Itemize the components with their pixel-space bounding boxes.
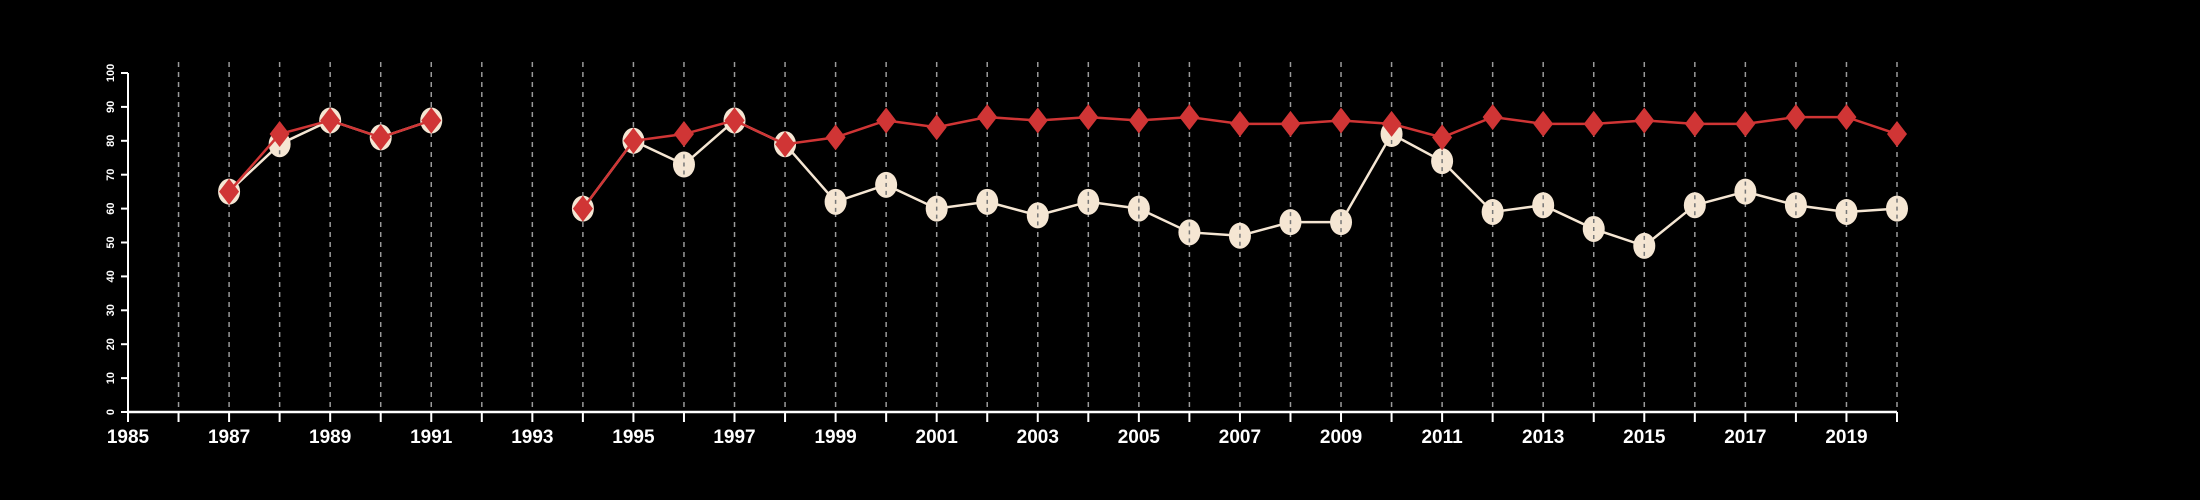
data-point-diamond — [572, 195, 593, 222]
data-point-diamond — [1684, 110, 1705, 137]
data-point-diamond — [1280, 110, 1301, 137]
y-tick-label: 100 — [105, 64, 117, 82]
data-point-diamond — [1128, 107, 1149, 134]
y-tick-label: 40 — [105, 270, 117, 282]
data-point-diamond — [269, 121, 290, 148]
data-point-diamond — [1381, 110, 1402, 137]
data-point-diamond — [977, 104, 998, 131]
x-tick-label: 1985 — [107, 427, 150, 448]
y-tick-label: 10 — [105, 372, 117, 384]
x-tick-label: 1991 — [410, 427, 453, 448]
y-tick-label: 70 — [105, 169, 117, 181]
data-point-diamond — [1078, 104, 1099, 131]
data-point-diamond — [1179, 104, 1200, 131]
x-tick-label: 2009 — [1320, 427, 1362, 448]
x-tick-label: 2011 — [1421, 427, 1463, 448]
x-tick-label: 2005 — [1118, 427, 1161, 448]
x-tick-label: 2013 — [1522, 427, 1564, 448]
data-point-diamond — [320, 107, 341, 134]
data-point-diamond — [1634, 107, 1655, 134]
data-point-diamond — [623, 127, 644, 154]
data-point-diamond — [1229, 110, 1250, 137]
x-tick-label: 1995 — [612, 427, 655, 448]
data-point-diamond — [1583, 110, 1604, 137]
data-point-diamond — [1836, 104, 1857, 131]
x-tick-label: 2001 — [916, 427, 959, 448]
data-point-diamond — [926, 114, 947, 141]
data-point-diamond — [1331, 107, 1352, 134]
x-tick-label: 1993 — [511, 427, 553, 448]
x-tick-label: 1987 — [208, 427, 250, 448]
data-point-diamond — [421, 107, 442, 134]
data-point-diamond — [1482, 104, 1503, 131]
y-tick-label: 20 — [105, 338, 117, 350]
y-tick-label: 0 — [105, 409, 117, 415]
data-point-diamond — [219, 178, 240, 205]
data-point-diamond — [1887, 121, 1907, 148]
data-point-diamond — [1533, 110, 1554, 137]
data-point-diamond — [1432, 124, 1453, 151]
y-tick-label: 80 — [105, 135, 117, 147]
series-layer — [218, 104, 1908, 259]
series-cream-circles — [218, 107, 1908, 259]
y-tick-label: 60 — [105, 202, 117, 214]
x-tick-label: 1999 — [814, 427, 856, 448]
data-point-diamond — [724, 107, 745, 134]
data-point-diamond — [775, 131, 796, 158]
axes: 1985 1987 1989 1991 1993 1995 1997 1999 2001 2003… — [105, 64, 1898, 448]
x-tick-label: 2017 — [1724, 427, 1766, 448]
data-point-diamond — [876, 107, 897, 134]
data-point-diamond — [1735, 110, 1756, 137]
x-tick-label: 2003 — [1017, 427, 1059, 448]
x-tick-label: 2019 — [1825, 427, 1867, 448]
data-point-diamond — [825, 124, 846, 151]
data-point-diamond — [370, 124, 391, 151]
data-point-diamond — [673, 121, 694, 148]
x-tick-label: 2015 — [1623, 427, 1666, 448]
x-tick-label: 1997 — [713, 427, 755, 448]
data-point-diamond — [1027, 107, 1048, 134]
x-tick-label: 2007 — [1219, 427, 1261, 448]
series-red-diamonds — [219, 104, 1907, 222]
y-tick-label: 30 — [105, 304, 117, 316]
y-tick-label: 50 — [105, 236, 117, 248]
x-tick-label: 1989 — [309, 427, 351, 448]
data-point-diamond — [1785, 104, 1806, 131]
y-tick-label: 90 — [105, 101, 117, 113]
